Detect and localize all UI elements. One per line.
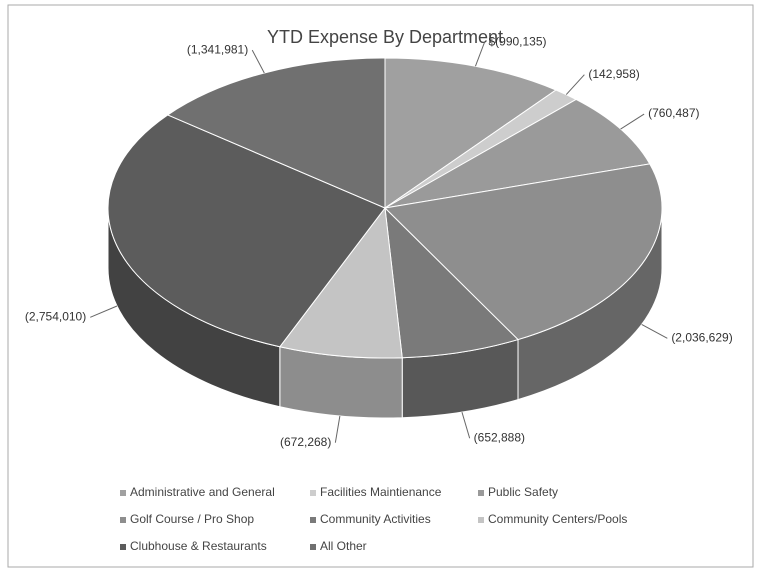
leader-line <box>334 415 341 443</box>
legend-label: Community Centers/Pools <box>488 512 627 526</box>
legend-swatch <box>120 544 126 550</box>
slice <box>384 206 519 359</box>
slice <box>278 206 403 359</box>
legend-label: Golf Course / Pro Shop <box>130 512 254 526</box>
legend-label: Clubhouse & Restaurants <box>130 539 267 553</box>
data-label: (142,958) <box>588 67 639 81</box>
data-label: (1,341,981) <box>187 42 248 56</box>
legend-swatch <box>310 544 316 550</box>
legend-label: All Other <box>320 539 367 553</box>
legend-swatch <box>310 517 316 523</box>
legend-swatch <box>478 517 484 523</box>
legend-label: Public Safety <box>488 485 558 499</box>
leader-line <box>565 74 585 95</box>
legend-label: Facilities Maintienance <box>320 485 442 499</box>
data-label: $(990,135) <box>488 35 546 49</box>
leader-line <box>461 411 471 439</box>
data-labels: $(990,135) (142,958) (760,487) (2,036,629) (… <box>25 35 733 449</box>
legend: Administrative and General Facilities Mai… <box>120 485 627 553</box>
data-label: (652,888) <box>474 430 525 444</box>
data-label: (2,036,629) <box>671 331 732 345</box>
legend-label: Community Activities <box>320 512 431 526</box>
leader-line <box>641 323 668 339</box>
slice <box>384 98 651 209</box>
leader-line <box>620 113 645 130</box>
data-label: (672,268) <box>280 435 331 449</box>
legend-swatch <box>478 490 484 496</box>
legend-swatch <box>120 490 126 496</box>
data-label: (2,754,010) <box>25 309 86 323</box>
legend-swatch <box>310 490 316 496</box>
chart-title: YTD Expense By Department <box>267 27 503 47</box>
leader-line <box>474 42 485 67</box>
slice <box>166 57 386 209</box>
pie-sides <box>107 207 663 419</box>
pie-tops <box>107 57 663 359</box>
slice <box>383 163 663 341</box>
leader-line <box>90 305 118 318</box>
legend-label: Administrative and General <box>130 485 275 499</box>
data-label: (760,487) <box>648 106 699 120</box>
slice <box>107 114 386 348</box>
legend-swatch <box>120 517 126 523</box>
leader-line <box>251 49 265 74</box>
